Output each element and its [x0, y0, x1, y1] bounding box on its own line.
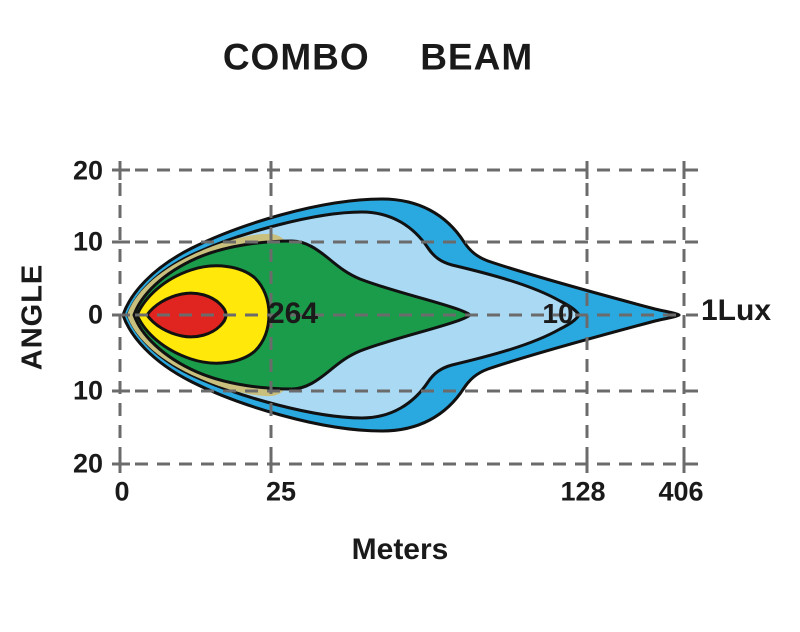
x-tick-128m: 128 — [560, 476, 606, 507]
x-axis-label: Meters — [351, 533, 449, 566]
x-tick-0m: 0 — [114, 476, 130, 507]
beam-label-264-lux: 264 — [267, 297, 319, 330]
beam-label-10-lux: 10 — [542, 298, 574, 329]
grid-ticks — [112, 161, 698, 473]
y-tick-20-bot: 20 — [72, 448, 103, 479]
beam-contours — [121, 197, 681, 433]
grid — [112, 161, 706, 473]
chart-title: COMBO BEAM — [222, 36, 534, 78]
y-tick-10-top: 10 — [72, 226, 103, 257]
y-tick-10-bot: 10 — [72, 375, 103, 406]
x-tick-406m: 406 — [658, 476, 704, 507]
y-tick-0: 0 — [87, 299, 103, 330]
beam-label-1-lux: 1Lux — [701, 294, 772, 327]
x-tick-25m: 25 — [265, 476, 297, 507]
y-tick-20-top: 20 — [72, 155, 103, 186]
